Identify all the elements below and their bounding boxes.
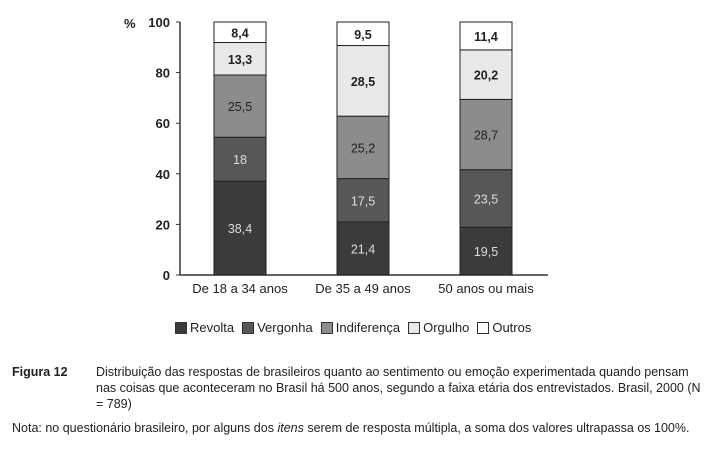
- legend-swatch: [477, 321, 490, 334]
- note-suffix: serem de resposta múltipla, a soma dos v…: [303, 421, 690, 435]
- legend: Revolta Vergonha Indiferença Orgulho Outros: [175, 320, 531, 335]
- bar-segment: [336, 221, 390, 276]
- note: Nota: no questionário brasileiro, por al…: [12, 420, 692, 437]
- bar-segment: [213, 74, 267, 138]
- figure-caption: Figura 12 Distribuição das respostas de …: [12, 364, 702, 412]
- y-tick-label: 60: [156, 116, 170, 131]
- y-tick-label: 40: [156, 167, 170, 182]
- legend-label: Vergonha: [257, 320, 313, 335]
- bar-segment: [459, 226, 513, 276]
- x-tick-label: 50 anos ou mais: [438, 281, 534, 296]
- data-label: 28,7: [474, 129, 498, 143]
- bar-segment: [213, 21, 267, 44]
- note-prefix: Nota: no questionário brasileiro, por al…: [12, 421, 278, 435]
- data-label: 13,3: [228, 53, 252, 67]
- legend-item: Vergonha: [242, 320, 313, 335]
- bar-segment: [213, 136, 267, 182]
- legend-label: Indiferença: [335, 320, 401, 335]
- legend-item: Indiferença: [320, 320, 401, 335]
- bar-segment: [459, 49, 513, 100]
- y-axis-label: %: [124, 16, 136, 31]
- data-label: 20,2: [474, 69, 498, 83]
- y-tick-label: 100: [148, 15, 170, 30]
- bar-segment: [213, 180, 267, 276]
- stacked-bar-chart: 0 20 40 60 80 100% 38,4 18 25,5 13,3 8,4 De 18 a 34…: [124, 15, 548, 296]
- bar-segment: [336, 21, 390, 47]
- caption-text: Distribuição das respostas de brasileiro…: [96, 365, 701, 411]
- caption-label: Figura 12: [12, 365, 68, 379]
- legend-label: Revolta: [190, 320, 235, 335]
- data-label: 23,5: [474, 192, 498, 206]
- data-label: 9,5: [354, 28, 371, 42]
- data-label: 17,5: [351, 194, 375, 208]
- data-label: 11,4: [474, 30, 498, 44]
- y-tick-label: 0: [163, 268, 170, 283]
- legend-item: Revolta: [175, 320, 234, 335]
- bar-segment: [459, 98, 513, 171]
- legend-item: Outros: [477, 320, 531, 335]
- legend-item: Orgulho: [408, 320, 469, 335]
- y-tick-label: 20: [156, 217, 170, 232]
- data-label: 21,4: [351, 242, 375, 256]
- data-label: 19,5: [474, 245, 498, 259]
- bar-segment: [459, 169, 513, 228]
- data-label: 25,5: [228, 100, 252, 114]
- legend-swatch: [175, 321, 187, 334]
- legend-swatch: [242, 321, 255, 334]
- x-tick-label: De 18 a 34 anos: [192, 281, 288, 296]
- data-label: 18: [233, 153, 247, 167]
- data-label: 28,5: [351, 75, 375, 89]
- data-label: 8,4: [231, 26, 248, 40]
- legend-label: Outros: [492, 320, 532, 335]
- data-label: 25,2: [351, 141, 375, 155]
- bar-segment: [459, 21, 513, 51]
- y-tick-label: 80: [156, 66, 170, 81]
- legend-swatch: [408, 321, 421, 334]
- note-italic: itens: [277, 421, 304, 435]
- x-tick-label: De 35 a 49 anos: [315, 281, 411, 296]
- legend-label: Orgulho: [423, 320, 470, 335]
- data-label: 38,4: [228, 222, 252, 236]
- legend-swatch: [320, 321, 333, 334]
